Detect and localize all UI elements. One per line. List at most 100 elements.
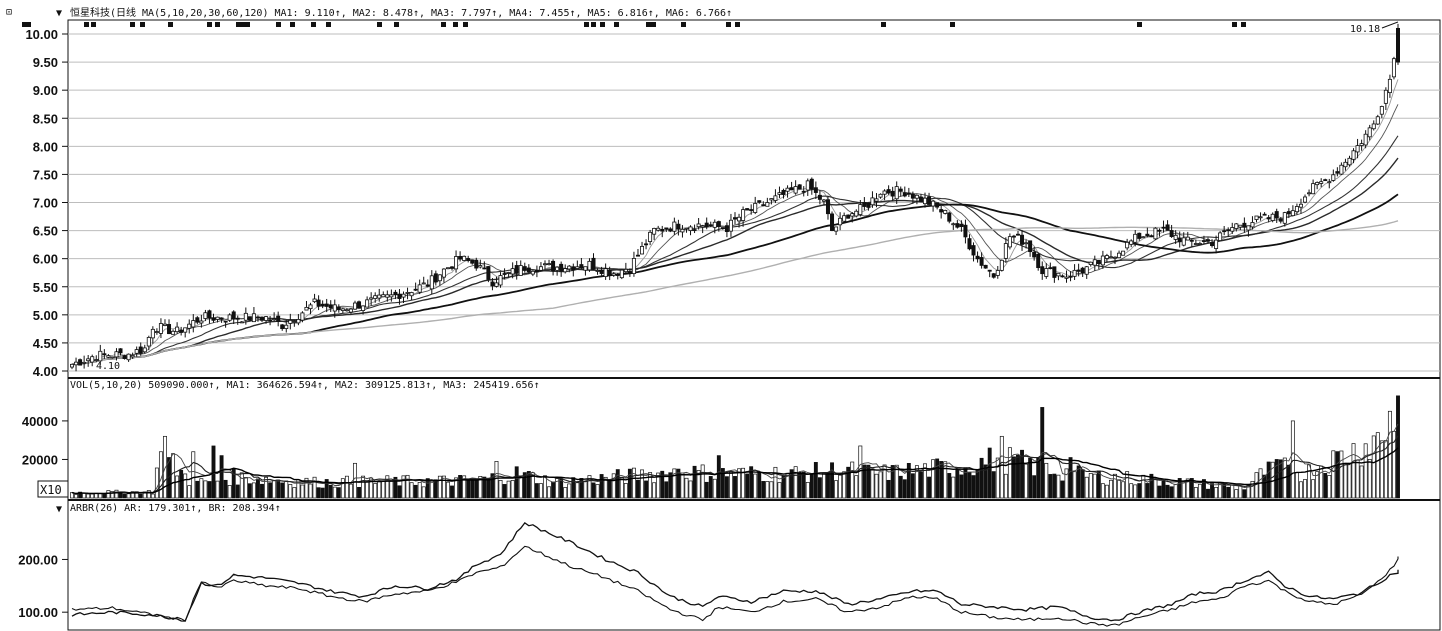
candle-body <box>280 324 285 330</box>
volume-bar <box>947 473 952 499</box>
arbr-header-marker[interactable]: ▼ <box>56 504 62 515</box>
price-legend: 恒星科技(日线 MA(5,10,20,30,60,120) MA1: 9.110… <box>70 6 732 19</box>
volume-bar <box>409 482 414 499</box>
candle-body <box>1197 243 1202 245</box>
candle-body <box>935 202 940 208</box>
candle-body <box>757 200 762 203</box>
candle-body <box>672 221 677 232</box>
volume-bar <box>1242 489 1247 499</box>
candle-body <box>551 260 556 272</box>
volume-bar <box>1104 484 1109 499</box>
volume-bar <box>288 484 293 499</box>
volume-bar <box>753 473 758 499</box>
volume-bar <box>547 486 551 499</box>
volume-bar <box>1024 463 1029 499</box>
candle-body <box>720 227 725 229</box>
candle-body <box>1165 224 1170 231</box>
volume-bar <box>826 472 830 499</box>
candle-body <box>874 198 879 202</box>
volume-bar <box>1100 483 1105 499</box>
candle-body <box>943 209 948 214</box>
event-marker <box>215 22 220 27</box>
volume-bar <box>1109 479 1113 499</box>
candle-body <box>304 306 309 311</box>
candle-body <box>603 268 608 277</box>
event-marker <box>168 22 173 27</box>
event-marker <box>614 22 619 27</box>
volume-bar <box>466 479 471 499</box>
volume-bar <box>692 465 697 499</box>
volume-bar <box>292 487 297 499</box>
candle-body <box>914 194 919 199</box>
volume-bar <box>1210 483 1214 499</box>
volume-bar <box>138 493 143 499</box>
candle-body <box>466 258 471 261</box>
volume-ma5-line <box>71 423 1399 495</box>
candle-body <box>118 348 123 354</box>
candle-body <box>644 243 649 246</box>
volume-bar <box>870 468 875 499</box>
volume-bar <box>1121 481 1126 499</box>
candle-body <box>385 294 390 298</box>
volume-bar <box>842 471 847 499</box>
volume-bar <box>644 480 649 499</box>
price-pane <box>67 19 1441 379</box>
price-tick-label: 8.00 <box>33 139 58 154</box>
candle-body <box>1201 240 1206 242</box>
volume-bar <box>733 476 737 499</box>
volume-bar <box>1197 483 1202 499</box>
candle-body <box>296 319 301 324</box>
candle-body <box>175 326 180 333</box>
volume-bar <box>636 479 640 499</box>
price-header-marker[interactable]: ▼ <box>56 8 62 19</box>
volume-bar <box>817 477 822 499</box>
candle-body <box>1294 206 1299 213</box>
volume-bar <box>680 472 685 499</box>
candle-body <box>94 359 99 361</box>
candle-body <box>1173 234 1178 240</box>
volume-bar <box>280 482 285 499</box>
candle-body <box>239 321 244 324</box>
candle-body <box>1327 181 1332 184</box>
candle-body <box>1052 266 1057 278</box>
volume-bar <box>1347 462 1352 499</box>
volume-bar <box>1068 457 1073 499</box>
candle-body <box>102 353 107 356</box>
candle-body <box>1383 89 1388 104</box>
candle-body <box>207 310 212 319</box>
candle-body <box>450 266 455 269</box>
volume-bar <box>1141 474 1146 499</box>
volume-bar <box>268 482 273 499</box>
candle-body <box>441 268 446 278</box>
candle-body <box>640 246 645 255</box>
candle-body <box>971 245 976 256</box>
candle-body <box>902 192 907 197</box>
moving-average-layer <box>71 79 1399 366</box>
candle-body <box>923 197 928 205</box>
price-header-icon[interactable]: ⊡ <box>6 7 12 18</box>
volume-bar <box>227 485 232 499</box>
volume-bar <box>1092 473 1097 499</box>
volume-bar <box>187 485 192 499</box>
volume-bar <box>1169 486 1174 499</box>
candle-body <box>595 270 600 272</box>
volume-bar <box>991 471 996 499</box>
volume-bar <box>1007 447 1012 499</box>
event-marker <box>735 22 740 27</box>
price-tick-label: 6.50 <box>33 224 58 239</box>
volume-bar <box>999 435 1004 499</box>
candle-body <box>1375 116 1380 125</box>
candle-body <box>619 269 624 279</box>
volume-bar <box>1189 478 1194 499</box>
volume-bar <box>773 466 778 499</box>
candle-body <box>1246 225 1251 231</box>
volume-bar <box>1137 483 1142 499</box>
candle-body <box>1379 106 1384 115</box>
candle-body <box>765 202 770 207</box>
high-price-label: 10.18 <box>1350 24 1380 35</box>
volume-bar <box>890 465 895 499</box>
candle-body <box>1290 210 1295 217</box>
candle-body <box>1092 259 1097 266</box>
candle-body <box>1347 157 1352 166</box>
